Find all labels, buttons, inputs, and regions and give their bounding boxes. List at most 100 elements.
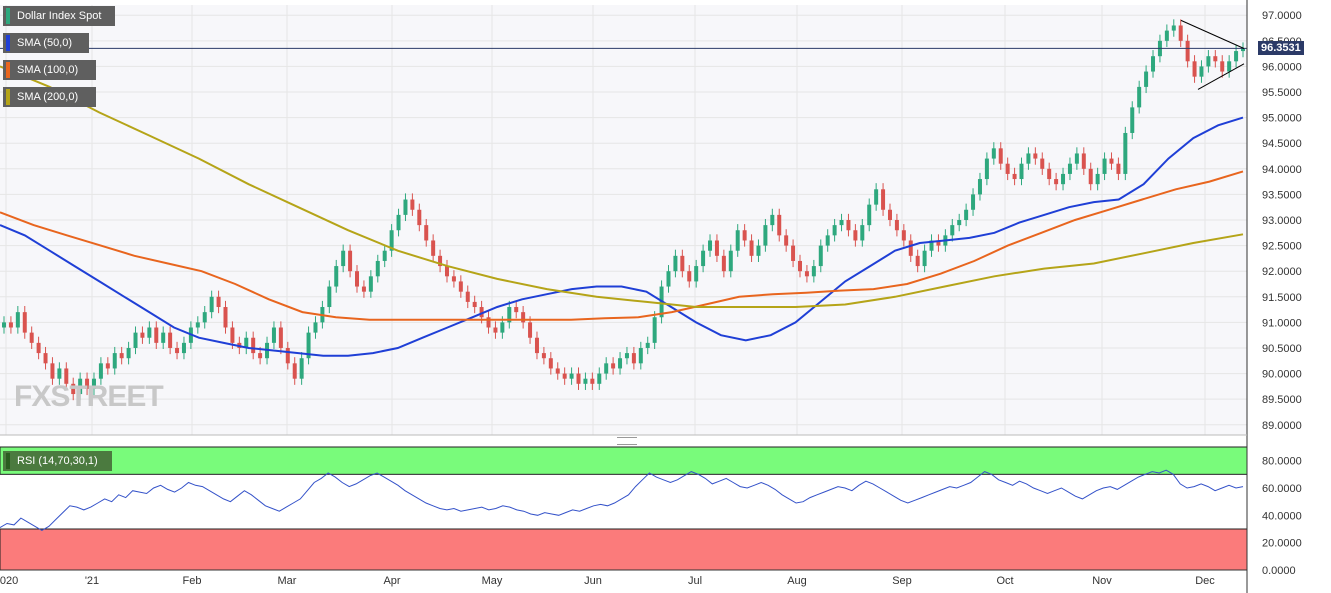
- candle-body: [936, 240, 941, 246]
- candle-body: [209, 296, 214, 313]
- rsi-swatch: [6, 453, 10, 469]
- candle-body: [583, 378, 588, 384]
- rsi-y-tick-label: 0.0000: [1262, 565, 1296, 577]
- candle-body: [1033, 153, 1038, 159]
- candle-body: [915, 255, 920, 267]
- legend-sma200[interactable]: SMA (200,0): [3, 87, 96, 107]
- candle-body: [756, 245, 761, 256]
- candle-body: [791, 245, 796, 261]
- candle-body: [306, 332, 311, 359]
- candle-body: [811, 266, 816, 277]
- candle-body: [368, 276, 373, 292]
- pane-resize-handle[interactable]: [617, 437, 637, 445]
- candle-body: [334, 266, 339, 287]
- legend-instrument[interactable]: Dollar Index Spot: [3, 6, 115, 26]
- candle-body: [458, 281, 463, 292]
- candle-body: [285, 347, 290, 364]
- candle-body: [1234, 51, 1239, 62]
- price-y-tick-label: 93.0000: [1262, 215, 1302, 227]
- last-price-tag: 96.3531: [1258, 41, 1304, 56]
- candle-body: [292, 363, 297, 379]
- legend-sma100[interactable]: SMA (100,0): [3, 60, 96, 80]
- candle-body: [569, 373, 574, 379]
- candle-body: [742, 230, 747, 241]
- candle-body: [181, 342, 186, 354]
- candle-body: [396, 214, 401, 231]
- candle-body: [1206, 56, 1211, 67]
- sma50-line: [0, 116, 1244, 357]
- candle-body: [91, 378, 96, 389]
- candle-body: [1102, 158, 1107, 174]
- candle-body: [562, 373, 567, 379]
- legend-rsi[interactable]: RSI (14,70,30,1): [3, 451, 112, 471]
- candle-body: [874, 189, 879, 205]
- candle-body: [299, 358, 304, 379]
- axes: [0, 0, 1248, 593]
- tick-labels: 97.000096.500096.000095.500095.000094.50…: [0, 10, 1302, 587]
- candle-body: [486, 317, 491, 328]
- candle-body: [1151, 56, 1156, 72]
- candle-body: [1192, 61, 1197, 77]
- candle-body: [438, 255, 443, 267]
- candle-body: [410, 199, 415, 210]
- candle-body: [1047, 168, 1052, 180]
- candle-body: [258, 353, 263, 359]
- candle-body: [1005, 163, 1010, 174]
- candle-body: [271, 327, 276, 343]
- candle-body: [645, 342, 650, 348]
- candle-body: [1061, 173, 1066, 185]
- candle-body: [451, 276, 456, 282]
- candle-body: [957, 220, 962, 226]
- candle-body: [161, 332, 166, 343]
- candle-body: [1081, 153, 1086, 169]
- legend-sma50[interactable]: SMA (50,0): [3, 33, 89, 53]
- candle-body: [507, 307, 512, 323]
- candle-body: [251, 337, 256, 354]
- sma-lines: [0, 47, 1247, 357]
- candle-body: [493, 327, 498, 333]
- candle-body: [112, 353, 117, 369]
- candle-body: [1026, 153, 1031, 164]
- candle-body: [728, 250, 733, 272]
- candle-body: [348, 250, 353, 272]
- candle-body: [763, 225, 768, 246]
- x-tick-label: Feb: [183, 575, 202, 587]
- candle-body: [832, 225, 837, 236]
- candle-body: [403, 199, 408, 215]
- x-tick-label: May: [482, 575, 503, 587]
- candle-body: [652, 317, 657, 343]
- candle-body: [694, 266, 699, 282]
- candle-body: [631, 353, 636, 364]
- candle-body: [867, 204, 872, 226]
- candle-body: [1067, 163, 1072, 174]
- sma200-line: [0, 65, 1244, 308]
- price-y-tick-label: 90.0000: [1262, 369, 1302, 381]
- candle-body: [666, 271, 671, 287]
- candle-body: [382, 250, 387, 261]
- candle-body: [701, 250, 706, 267]
- fxstreet-watermark: FXSTREET: [14, 380, 164, 413]
- x-tick-label: Jul: [688, 575, 702, 587]
- candle-body: [624, 353, 629, 359]
- candle-body: [22, 312, 27, 333]
- price-y-tick-label: 94.5000: [1262, 138, 1302, 150]
- candle-body: [1123, 132, 1128, 174]
- candle-body: [998, 148, 1003, 164]
- candle-body: [327, 286, 332, 308]
- candle-body: [361, 286, 366, 292]
- candle-body: [78, 378, 83, 395]
- candle-body: [1227, 61, 1232, 72]
- x-tick-label: Apr: [383, 575, 400, 587]
- price-y-tick-label: 89.0000: [1262, 420, 1302, 432]
- price-y-tick-label: 92.0000: [1262, 266, 1302, 278]
- candle-body: [244, 337, 249, 348]
- sma100-swatch: [6, 62, 10, 78]
- candle-body: [860, 225, 865, 241]
- candle-body: [1178, 25, 1183, 41]
- candle-body: [1199, 66, 1204, 77]
- x-tick-label: 2020: [0, 575, 18, 587]
- candle-body: [29, 332, 34, 343]
- candle-body: [1130, 107, 1135, 133]
- candle-body: [57, 368, 62, 379]
- price-y-tick-label: 94.0000: [1262, 164, 1302, 176]
